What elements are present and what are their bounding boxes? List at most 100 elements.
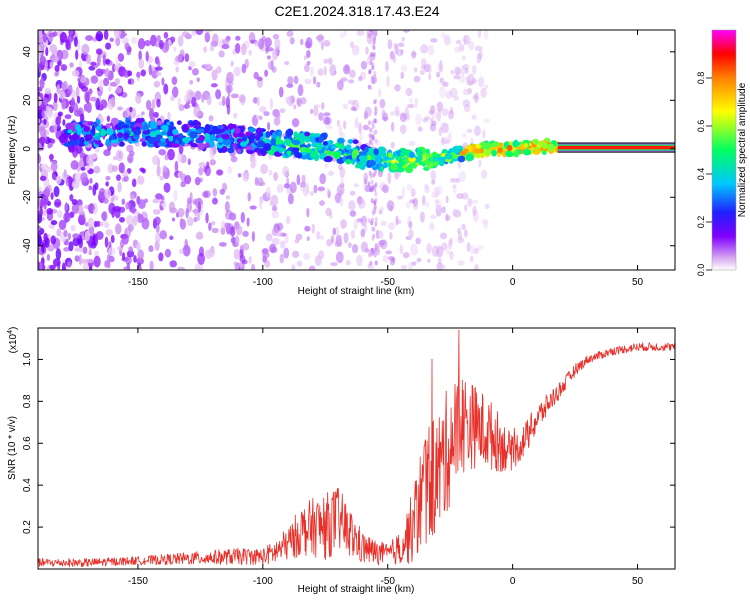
noise-blob [80,172,88,183]
signal-blob [205,133,211,140]
noise-blob [484,203,490,210]
noise-blob [175,66,179,73]
noise-blob [64,114,72,120]
noise-blob [84,91,90,103]
noise-blob [169,235,174,241]
noise-blob [173,46,177,52]
noise-blob [140,69,147,77]
noise-blob [218,50,225,58]
noise-blob [262,252,270,258]
noise-blob [56,84,61,94]
noise-blob [273,171,279,181]
noise-blob [319,235,324,240]
noise-blob [117,52,125,62]
noise-blob [457,236,465,244]
noise-blob [362,124,370,131]
signal-blob [270,145,275,152]
signal-blob [286,150,292,155]
signal-blob [188,121,197,126]
noise-blob [378,88,382,98]
noise-blob [297,84,304,97]
noise-blob [330,262,338,267]
noise-blob [391,257,396,263]
noise-blob [38,66,41,73]
noise-blob [49,44,58,53]
noise-blob [179,217,184,227]
noise-blob [456,193,464,200]
noise-blob [430,170,437,181]
noise-blob [480,87,487,98]
noise-blob [467,87,473,95]
noise-blob [50,235,56,245]
noise-blob [323,58,329,64]
noise-blob [364,221,368,232]
noise-blob [370,217,374,223]
noise-blob [343,30,347,37]
noise-blob [260,163,269,175]
noise-blob [368,252,372,258]
noise-blob [265,187,272,199]
noise-blob [473,248,480,254]
noise-blob [356,218,363,223]
noise-blob [71,203,79,214]
noise-blob [467,40,475,51]
noise-blob [461,55,466,61]
noise-blob [374,31,378,37]
y-tick-label: 0.6 [22,436,33,450]
noise-blob [400,64,408,72]
noise-blob [54,65,60,72]
signal-blob [257,132,264,137]
noise-blob [413,75,421,83]
noise-blob [369,30,373,33]
noise-blob [271,210,279,219]
noise-blob [63,247,71,252]
noise-blob [136,71,141,78]
noise-blob [279,253,285,264]
noise-blob [271,66,277,73]
noise-blob [367,181,371,187]
noise-blob [306,50,311,59]
signal-blob [278,147,284,154]
noise-blob [201,93,205,103]
noise-blob [138,50,142,61]
noise-blob [356,30,365,36]
noise-blob [406,183,413,191]
noise-blob [379,206,385,212]
noise-blob [484,84,489,90]
noise-blob [445,213,449,222]
noise-blob [38,225,41,231]
noise-blob [363,172,369,183]
noise-blob [472,210,479,222]
noise-blob [112,156,118,161]
spectrogram-x-label: Height of straight line (km) [298,286,415,297]
signal-blob [197,142,206,151]
signal-blob [181,137,191,143]
noise-blob [154,216,161,226]
signal-blob [547,143,555,152]
noise-blob [439,79,446,86]
noise-blob [155,232,161,244]
noise-blob [441,242,448,251]
noise-blob [159,175,165,181]
noise-blob [54,198,62,208]
noise-blob [80,166,86,171]
noise-blob [448,131,452,141]
noise-blob [184,53,190,63]
signal-blob [304,134,311,143]
noise-blob [392,55,397,64]
noise-blob [358,122,362,135]
noise-blob [61,82,67,91]
noise-blob [367,217,371,223]
signal-blob [358,155,368,161]
noise-blob [397,42,405,47]
noise-blob [413,67,418,73]
noise-blob [56,210,63,218]
signal-blob [506,145,513,151]
noise-blob [43,118,47,125]
noise-blob [193,216,198,223]
noise-blob [242,230,249,238]
noise-blob [233,248,241,260]
noise-blob [152,209,158,215]
x-tick-label: -150 [128,576,148,587]
noise-blob [87,217,94,228]
